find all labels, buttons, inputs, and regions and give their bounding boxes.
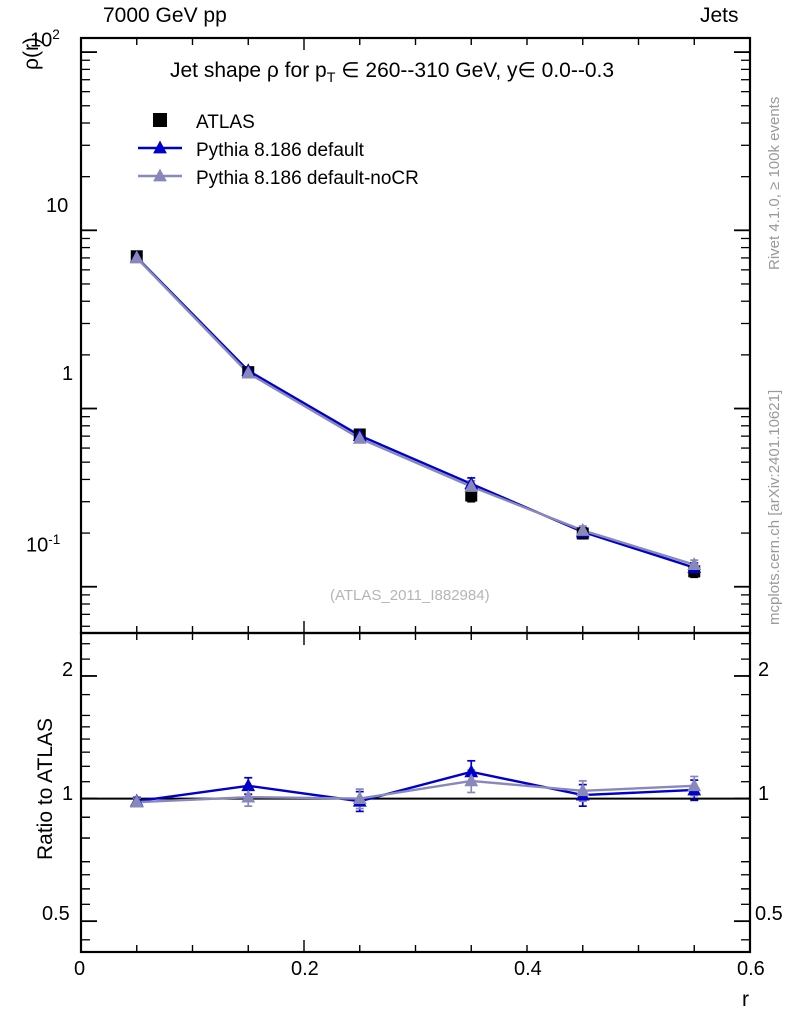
y-tick-label-ratio-left-0: 2 xyxy=(62,659,74,681)
ratio-marker-0-1 xyxy=(241,778,256,792)
main-marker-atlas-3 xyxy=(465,489,478,502)
legend-label-1: Pythia 8.186 default xyxy=(196,140,364,161)
y-tick-label-ratio-right-0: 2 xyxy=(758,659,770,681)
main-marker-2-5 xyxy=(687,557,702,571)
plot-title: Jet shape ρ for pT ∈ 260--310 GeV, y∈ 0.… xyxy=(170,58,614,86)
x-tick-label-2: 0.4 xyxy=(514,958,542,980)
legend-marker-0 xyxy=(153,113,167,127)
main-marker-2-3 xyxy=(464,479,479,492)
main-panel-frame xyxy=(79,36,752,635)
ratio-panel-data xyxy=(81,759,750,813)
x-tick-label-1: 0.2 xyxy=(291,958,319,980)
ratio-series-line-1 xyxy=(136,779,695,804)
main-series-line-2 xyxy=(135,257,695,566)
y-tick-label-ratio-left-1: 1 xyxy=(62,783,74,805)
ratio-panel-ticks xyxy=(80,633,751,952)
legend-marker-1 xyxy=(153,140,167,154)
header-left: 7000 GeV pp xyxy=(103,4,227,27)
main-marker-2-0 xyxy=(129,250,144,264)
y-tick-label-main-2: 1 xyxy=(62,363,74,385)
y-tick-label-ratio-right-2: 0.5 xyxy=(755,903,783,925)
y-tick-label-main-3: 10-1 xyxy=(26,532,61,557)
y-tick-label-main-1: 10 xyxy=(46,195,69,217)
y-tick-label-ratio-left-2: 0.5 xyxy=(42,903,70,925)
main-marker-2-2 xyxy=(352,430,367,444)
y-tick-label-ratio-right-1: 1 xyxy=(758,783,770,805)
legend-markers xyxy=(138,113,182,182)
ratio-marker-1-2 xyxy=(352,791,367,804)
x-tick-label-0: 0 xyxy=(74,958,86,980)
legend-label-0: ATLAS xyxy=(196,112,255,133)
plot-title-part2: ∈ 260--310 GeV, y∈ 0.0--0.3 xyxy=(335,59,615,82)
header-right: Jets xyxy=(700,4,739,27)
ratio-marker-0-3 xyxy=(464,764,479,778)
main-marker-2-4 xyxy=(575,522,590,536)
ratio-marker-1-4 xyxy=(575,783,590,797)
ratio-marker-1-3 xyxy=(464,773,479,787)
ratio-marker-1-0 xyxy=(129,794,144,808)
legend-marker-2 xyxy=(153,168,167,182)
y-tick-label-main-0: 102 xyxy=(30,27,60,52)
x-tick-label-3: 0.6 xyxy=(737,958,765,980)
analysis-watermark: (ATLAS_2011_I882984) xyxy=(330,587,490,604)
ratio-marker-1-1 xyxy=(241,789,256,803)
x-axis-label: r xyxy=(742,988,749,1011)
legend-label-2: Pythia 8.186 default-noCR xyxy=(196,168,419,189)
main-marker-2-1 xyxy=(241,365,256,379)
ratio-marker-1-5 xyxy=(687,778,702,792)
main-panel-data xyxy=(129,249,702,579)
plot-title-subscript: T xyxy=(326,70,336,87)
main-panel-ticks xyxy=(80,38,751,633)
ratio-series-line-0 xyxy=(136,770,695,803)
main-series-line-1 xyxy=(135,256,695,569)
plot-title-part1: Jet shape ρ for p xyxy=(170,59,327,82)
